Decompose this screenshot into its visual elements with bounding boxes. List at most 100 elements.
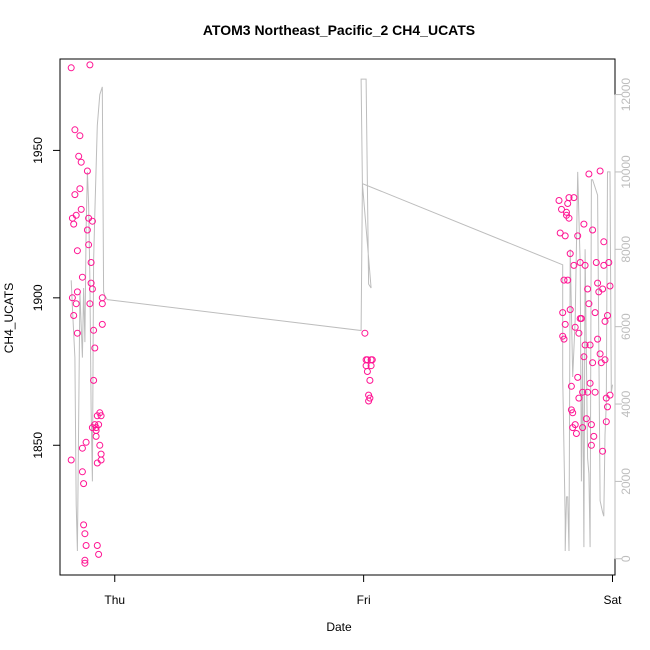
data-point (582, 415, 590, 423)
data-point (81, 556, 89, 564)
data-point (70, 312, 78, 319)
data-point (572, 430, 580, 437)
data-point (73, 329, 81, 337)
right-tick-label: 4000 (619, 390, 633, 417)
data-point (600, 261, 608, 269)
data-point (97, 450, 105, 458)
data-point (98, 300, 106, 308)
data-point (82, 542, 90, 549)
data-point (68, 294, 76, 302)
data-point (604, 312, 611, 319)
data-point (555, 197, 563, 204)
data-point (585, 300, 593, 308)
data-point (97, 456, 105, 464)
data-point (589, 226, 597, 234)
data-point (563, 208, 570, 216)
data-point (589, 359, 597, 367)
left-tick-label: 1950 (31, 137, 45, 164)
data-point (560, 335, 568, 343)
data-point (580, 220, 588, 228)
data-point (574, 373, 582, 381)
data-point (71, 126, 79, 134)
y-axis-label: CH4_UCATS (2, 283, 16, 353)
data-point (75, 152, 83, 160)
right-tick-label: 10000 (619, 155, 633, 189)
data-point (592, 259, 600, 266)
data-point (606, 282, 614, 290)
data-point (601, 317, 609, 325)
data-point (556, 229, 564, 237)
x-axis: Thu Fri Sat (104, 574, 623, 607)
data-point (81, 559, 89, 567)
data-point (361, 329, 369, 337)
x-tick-label: Sat (604, 593, 623, 607)
data-point (605, 259, 613, 266)
data-point (574, 232, 582, 240)
data-point (83, 226, 91, 234)
left-tick-label: 1900 (31, 284, 45, 311)
data-point (363, 356, 371, 364)
data-point (591, 388, 599, 396)
data-point (585, 170, 593, 178)
data-point (584, 388, 592, 396)
data-point (366, 394, 374, 402)
x-tick-label: Thu (104, 593, 125, 607)
data-point (90, 376, 98, 384)
left-tick-label: 1850 (31, 432, 45, 459)
data-point (366, 376, 374, 384)
data-point (599, 447, 607, 455)
altitude-line-layer (70, 78, 613, 552)
data-point (587, 441, 595, 449)
data-point (581, 341, 589, 349)
data-point (599, 285, 607, 293)
data-point (604, 403, 611, 411)
data-point (560, 276, 568, 284)
altitude-line (70, 78, 613, 552)
data-point (575, 329, 583, 337)
data-point (566, 250, 574, 258)
data-point (579, 388, 587, 396)
data-point (91, 344, 99, 352)
data-point (581, 261, 589, 269)
right-tick-label: 2000 (619, 468, 633, 495)
data-point (83, 167, 91, 175)
right-y-axis: 0 2000 4000 6000 8000 10000 12000 (614, 78, 633, 562)
right-tick-label: 0 (619, 555, 633, 562)
data-point (561, 320, 569, 328)
data-point (78, 273, 86, 281)
data-point (559, 309, 567, 317)
data-points-layer (67, 61, 614, 567)
data-point (565, 214, 573, 222)
x-axis-label: Date (326, 620, 352, 634)
data-point (594, 335, 602, 343)
data-point (80, 480, 88, 488)
data-point (92, 432, 100, 440)
data-point (575, 394, 583, 402)
data-point (90, 326, 98, 334)
data-point (586, 341, 594, 349)
data-point (73, 247, 81, 255)
data-point (586, 379, 594, 387)
data-point (98, 320, 106, 328)
data-point (591, 309, 599, 317)
data-point (602, 418, 610, 426)
data-point (72, 300, 80, 308)
data-point (88, 285, 96, 293)
data-point (368, 356, 376, 364)
data-point (95, 421, 103, 429)
data-point (570, 194, 578, 202)
right-tick-label: 12000 (619, 78, 633, 112)
data-point (579, 424, 587, 432)
data-point (584, 285, 592, 293)
data-point (95, 550, 103, 558)
data-point (590, 432, 598, 440)
data-point (78, 444, 86, 452)
data-point (580, 353, 588, 361)
data-point (77, 205, 85, 213)
data-point (594, 279, 602, 287)
data-point (96, 441, 104, 449)
data-point (88, 217, 96, 225)
data-point (571, 323, 579, 331)
data-point (82, 438, 90, 446)
